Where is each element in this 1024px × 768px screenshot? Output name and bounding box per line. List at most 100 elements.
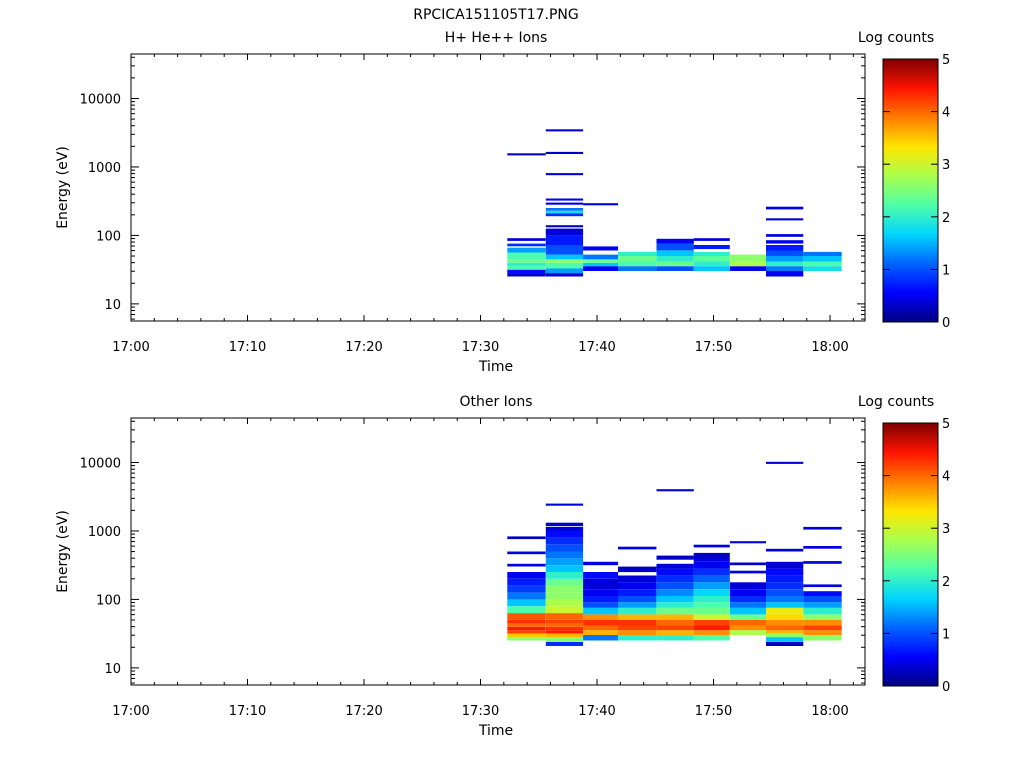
heatmap-cell [803, 630, 842, 635]
heatmap-cell [693, 557, 730, 562]
heatmap-cell [766, 596, 804, 603]
heatmap-cell [507, 238, 546, 241]
colorbar-tick-label: 2 [942, 211, 950, 226]
colorbar-segment [883, 522, 938, 526]
colorbar-segment [883, 425, 938, 429]
heatmap-cell [766, 234, 804, 237]
heatmap-cell [729, 261, 766, 267]
colorbar-segment [883, 59, 938, 63]
heatmap-cell [545, 599, 584, 607]
colorbar-segment [883, 572, 938, 576]
heatmap-cell [693, 582, 730, 590]
heatmap-cell [656, 589, 694, 596]
heatmap-cell [766, 641, 804, 646]
colorbar-segment [883, 232, 938, 236]
colorbar-segment [883, 127, 938, 131]
heatmap-cell [507, 626, 546, 631]
heatmap-cell [693, 561, 730, 569]
heatmap-cell [583, 596, 619, 603]
heatmap-cell [729, 625, 766, 631]
x-tick-label: 17:00 [112, 340, 149, 355]
panel-title: H+ He++ Ions [445, 30, 548, 46]
colorbar-segment [883, 449, 938, 453]
colorbar-segment [883, 174, 938, 178]
colorbar-segment [883, 475, 938, 479]
heatmap-cell [693, 630, 730, 635]
colorbar-segment [883, 295, 938, 299]
colorbar-segment [883, 593, 938, 597]
heatmap-cell [583, 602, 619, 608]
colorbar-segment [883, 77, 938, 81]
heatmap-cell [656, 243, 694, 251]
colorbar-segment [883, 680, 938, 684]
colorbar-segment [883, 444, 938, 448]
colorbar-segment [883, 633, 938, 637]
colorbar-segment [883, 480, 938, 484]
colorbar-tick-label: 0 [942, 316, 950, 331]
heatmap-cell [545, 630, 584, 634]
colorbar-segment [883, 279, 938, 283]
panel-title: Other Ions [459, 394, 532, 410]
heatmap-cell [729, 582, 766, 590]
colorbar: 0 1 2 3 4 5 [882, 53, 950, 331]
colorbar-segment [883, 641, 938, 645]
heatmap-cell [507, 551, 546, 555]
heatmap-cell [507, 585, 546, 593]
heatmap-cell [545, 620, 584, 624]
heatmap-cell [693, 589, 730, 596]
heatmap-cell [766, 607, 804, 615]
heatmap-cell [545, 254, 584, 260]
colorbar-segment [883, 187, 938, 191]
colorbar-segment [883, 533, 938, 537]
colorbar-segment [883, 203, 938, 207]
heatmap-cell [507, 578, 546, 586]
colorbar-segment [883, 206, 938, 210]
colorbar-segment [883, 457, 938, 461]
heatmap-cell [693, 251, 730, 256]
colorbar-tick-label: 3 [942, 522, 950, 537]
heatmap-cell [693, 552, 730, 557]
heatmap-cell [545, 606, 584, 614]
colorbar-segment [883, 657, 938, 661]
heatmap-cell [656, 563, 694, 569]
y-tick-label: 10000 [80, 93, 121, 108]
heatmap-cell [729, 630, 766, 635]
heatmap-cell [729, 562, 766, 566]
heatmap-cell [656, 614, 694, 620]
heatmap-cell [545, 259, 584, 263]
colorbar-segment [883, 250, 938, 255]
colorbar-segment [883, 565, 938, 569]
heatmap-cell [693, 614, 730, 620]
heatmap-cell [766, 625, 804, 631]
x-tick-label: 17:30 [462, 340, 499, 355]
colorbar-segment [883, 87, 938, 91]
heatmap-cell [545, 558, 584, 566]
heatmap-cell [766, 630, 804, 634]
colorbar-segment [883, 509, 938, 513]
colorbar-segment [883, 451, 938, 455]
colorbar-segment [883, 98, 938, 102]
heatmap-cell [545, 202, 584, 205]
colorbar-segment [883, 243, 938, 247]
colorbar-segment [883, 93, 938, 97]
colorbar-segment [883, 177, 938, 181]
plot-frame [130, 417, 866, 686]
heatmap-cell [766, 620, 804, 626]
heatmap-cell [656, 256, 694, 262]
colorbar-segment [883, 499, 938, 503]
colorbar-segment [883, 472, 938, 476]
colorbar-segment [883, 551, 938, 555]
heatmap-cell [766, 568, 804, 576]
colorbar-segment [883, 303, 938, 307]
heatmap-cell [507, 606, 546, 614]
heatmap-cell [507, 572, 546, 579]
colorbar-segment [883, 567, 938, 571]
heatmap-cell [545, 228, 584, 236]
colorbar-segment [883, 586, 938, 590]
colorbar-segment [883, 300, 938, 304]
heatmap-cell [803, 261, 842, 267]
heatmap-cell [507, 599, 546, 607]
heatmap-cell [766, 245, 804, 251]
heatmap-cell [545, 633, 584, 638]
colorbar-segment [883, 628, 938, 632]
